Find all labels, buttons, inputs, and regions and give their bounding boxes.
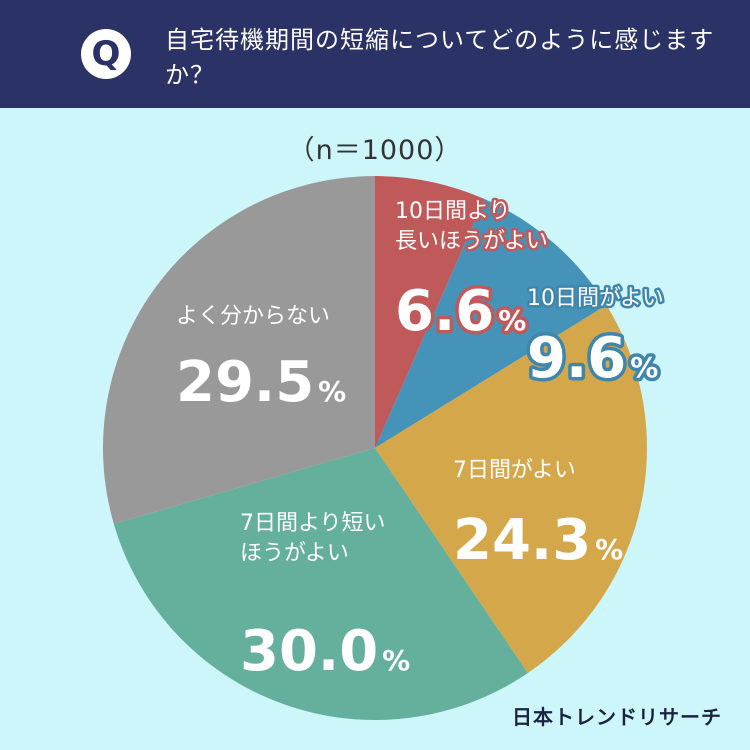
slice-name-label: 10日間がよい [527, 286, 664, 311]
slice-name-label: 10日間より [395, 199, 511, 224]
q-badge: Q [81, 29, 131, 79]
slice-name-label: 長いほうがよい [395, 229, 548, 254]
slice-value-label: 6.6% [395, 279, 526, 344]
slice-label: 10日間がよい 9.6% [524, 284, 667, 395]
slice-value-label: 9.6% [527, 326, 658, 391]
question-text: 自宅待機期間の短縮についてどのように感じますか？ [165, 26, 715, 89]
slice-value-label: 29.5% [176, 350, 346, 415]
question-header: Q 自宅待機期間の短縮についてどのように感じますか？ [0, 0, 750, 108]
slice-label: よく分からない 29.5% [176, 304, 346, 415]
slice-name-label: よく分からない [176, 304, 330, 329]
sample-size-note: （n＝1000） [287, 135, 463, 166]
pie-slice [375, 305, 648, 673]
slice-value-label: 30.0% [240, 619, 410, 684]
slice-value-label: 24.3% [453, 508, 623, 573]
brand-logo: 日本トレンドリサーチ [512, 705, 722, 729]
slice-name-label: 7日間がよい [453, 458, 576, 483]
slice-name-label: 7日間より短い [240, 511, 386, 536]
pie-slice [113, 448, 528, 721]
slice-name-label: ほうがよい [240, 541, 349, 566]
pie-slice [375, 176, 485, 448]
slice-label: 7日間がよい 24.3% [453, 458, 623, 573]
pie-slice [375, 199, 607, 448]
pie-slice [102, 176, 376, 524]
